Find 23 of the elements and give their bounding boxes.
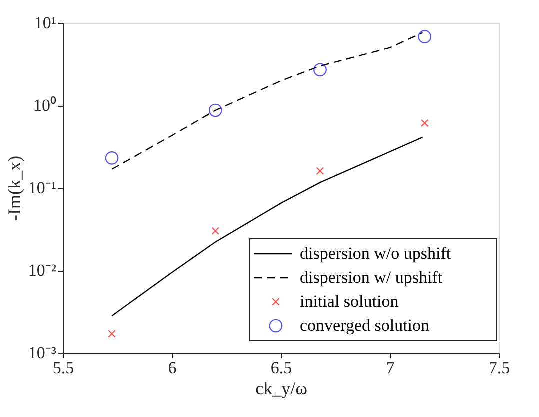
x-tick-label: 6	[168, 358, 177, 378]
point	[420, 119, 429, 128]
point	[314, 63, 327, 77]
x-tick-label: 7.5	[488, 358, 510, 378]
y-tick-label: 10⁰	[34, 96, 56, 115]
legend-label: converged solution	[300, 316, 430, 335]
x-axis-title: ck_y/ω	[256, 378, 308, 398]
legend-label: initial solution	[300, 292, 400, 311]
point	[105, 151, 119, 165]
point	[208, 104, 222, 118]
x-tick-label: 6.5	[270, 358, 292, 378]
line-series	[111, 32, 424, 170]
point	[108, 330, 116, 338]
point	[316, 167, 324, 176]
point	[212, 227, 220, 236]
x-tick-label: 7	[386, 358, 396, 378]
legend-label: dispersion w/o upshift	[300, 244, 452, 263]
y-tick-label: 10⁻²	[28, 261, 56, 280]
y-tick-label: 10¹	[34, 14, 56, 32]
legend-label: dispersion w/ upshift	[300, 268, 443, 287]
y-axis-title: -Im(k_x)	[4, 156, 24, 221]
point	[418, 30, 432, 44]
y-tick-label: 10⁻¹	[28, 178, 56, 198]
